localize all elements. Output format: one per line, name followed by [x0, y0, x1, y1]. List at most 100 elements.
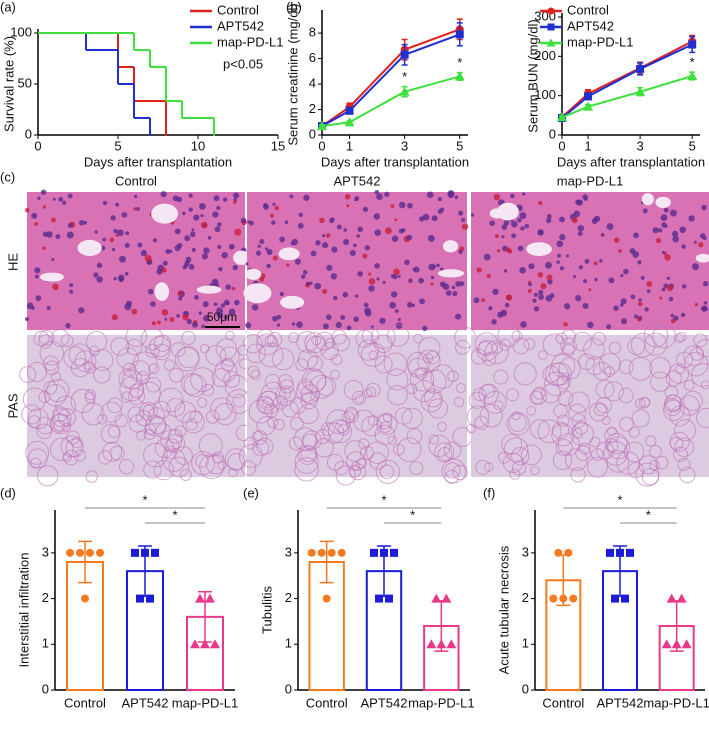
nucleus — [660, 214, 668, 222]
tubule — [62, 452, 72, 463]
tubule — [174, 401, 197, 424]
nucleus — [160, 191, 167, 198]
legend-label: map-PD-L1 — [217, 34, 283, 49]
nucleus — [125, 231, 130, 236]
nucleus — [564, 303, 571, 310]
tubule — [232, 393, 247, 408]
nucleus — [264, 247, 269, 251]
marker — [606, 548, 614, 557]
tubule — [430, 364, 455, 389]
nucleus — [161, 309, 169, 316]
error-bar — [319, 540, 334, 584]
tubule — [164, 438, 180, 453]
significance-star: * — [457, 55, 462, 70]
tubule — [158, 387, 184, 413]
marker — [441, 593, 452, 603]
nucleus — [147, 288, 154, 295]
tubule — [484, 340, 509, 365]
tubule — [532, 386, 546, 400]
nucleus — [669, 209, 677, 217]
tubule — [107, 397, 123, 414]
tubule — [568, 391, 590, 414]
tubule — [225, 330, 235, 341]
tubule — [65, 438, 85, 458]
marker — [86, 548, 94, 557]
nucleus — [249, 220, 254, 226]
x-tick-label: 5 — [114, 138, 121, 153]
step-end — [149, 134, 151, 136]
nucleus — [545, 261, 552, 269]
tubule — [322, 422, 345, 444]
x-tick-label: APT542 — [597, 695, 644, 710]
tubule — [595, 379, 615, 399]
nucleus — [193, 214, 200, 221]
significance-star: * — [410, 507, 415, 522]
tubule — [174, 446, 193, 465]
nucleus — [233, 192, 240, 199]
nucleus — [296, 321, 303, 328]
nucleus — [31, 212, 38, 219]
tubule — [295, 358, 309, 372]
line — [321, 33, 461, 127]
marker — [426, 639, 437, 649]
nucleus — [537, 229, 544, 236]
nucleus — [488, 306, 493, 311]
nucleus — [109, 237, 115, 243]
tubule — [538, 350, 548, 360]
nucleus — [576, 199, 583, 206]
tubule — [578, 442, 591, 455]
nucleus — [517, 245, 524, 252]
tubule — [530, 465, 540, 476]
nucleus — [111, 314, 118, 321]
y-tick-label: 0 — [549, 126, 556, 141]
marker — [661, 639, 672, 649]
tubule — [476, 339, 499, 362]
nucleus — [673, 315, 679, 321]
marker — [436, 639, 447, 649]
tubule — [136, 430, 147, 441]
x-tick-label: map-PD-L1 — [408, 695, 474, 710]
tubule — [83, 360, 93, 370]
nucleus — [161, 267, 167, 273]
nucleus — [315, 240, 321, 246]
nucleus — [644, 307, 649, 312]
nucleus — [422, 213, 430, 221]
tubule — [665, 370, 682, 387]
nucleus — [606, 223, 614, 231]
nucleus — [113, 277, 117, 281]
nucleus — [259, 239, 265, 244]
tubule — [526, 405, 537, 416]
nucleus — [459, 281, 465, 287]
tubule — [110, 337, 130, 356]
nucleus — [289, 194, 294, 199]
nucleus — [422, 325, 428, 332]
marker — [626, 548, 634, 557]
nucleus — [111, 247, 116, 252]
nucleus — [556, 240, 564, 248]
tubule — [561, 329, 576, 344]
tubule — [585, 356, 605, 376]
x-tick-label: Control — [542, 695, 584, 710]
tubule — [304, 370, 327, 393]
marker — [431, 593, 442, 603]
y-tick-label: 1 — [285, 636, 292, 651]
nucleus — [533, 292, 538, 297]
nucleus — [390, 291, 398, 298]
nucleus — [240, 217, 247, 224]
nucleus — [664, 254, 671, 261]
tubule — [46, 378, 70, 403]
nucleus — [176, 242, 183, 249]
tubule — [568, 403, 587, 422]
tubule — [335, 420, 349, 433]
nucleus — [528, 282, 532, 287]
tubule — [247, 365, 260, 379]
nucleus — [505, 247, 512, 253]
nucleus — [234, 228, 242, 236]
tubule — [607, 436, 631, 460]
tubule — [357, 339, 379, 361]
tubule — [264, 403, 279, 418]
nucleus — [704, 307, 708, 311]
nucleus — [688, 215, 695, 222]
nucleus — [34, 222, 39, 226]
nucleus — [563, 322, 568, 327]
